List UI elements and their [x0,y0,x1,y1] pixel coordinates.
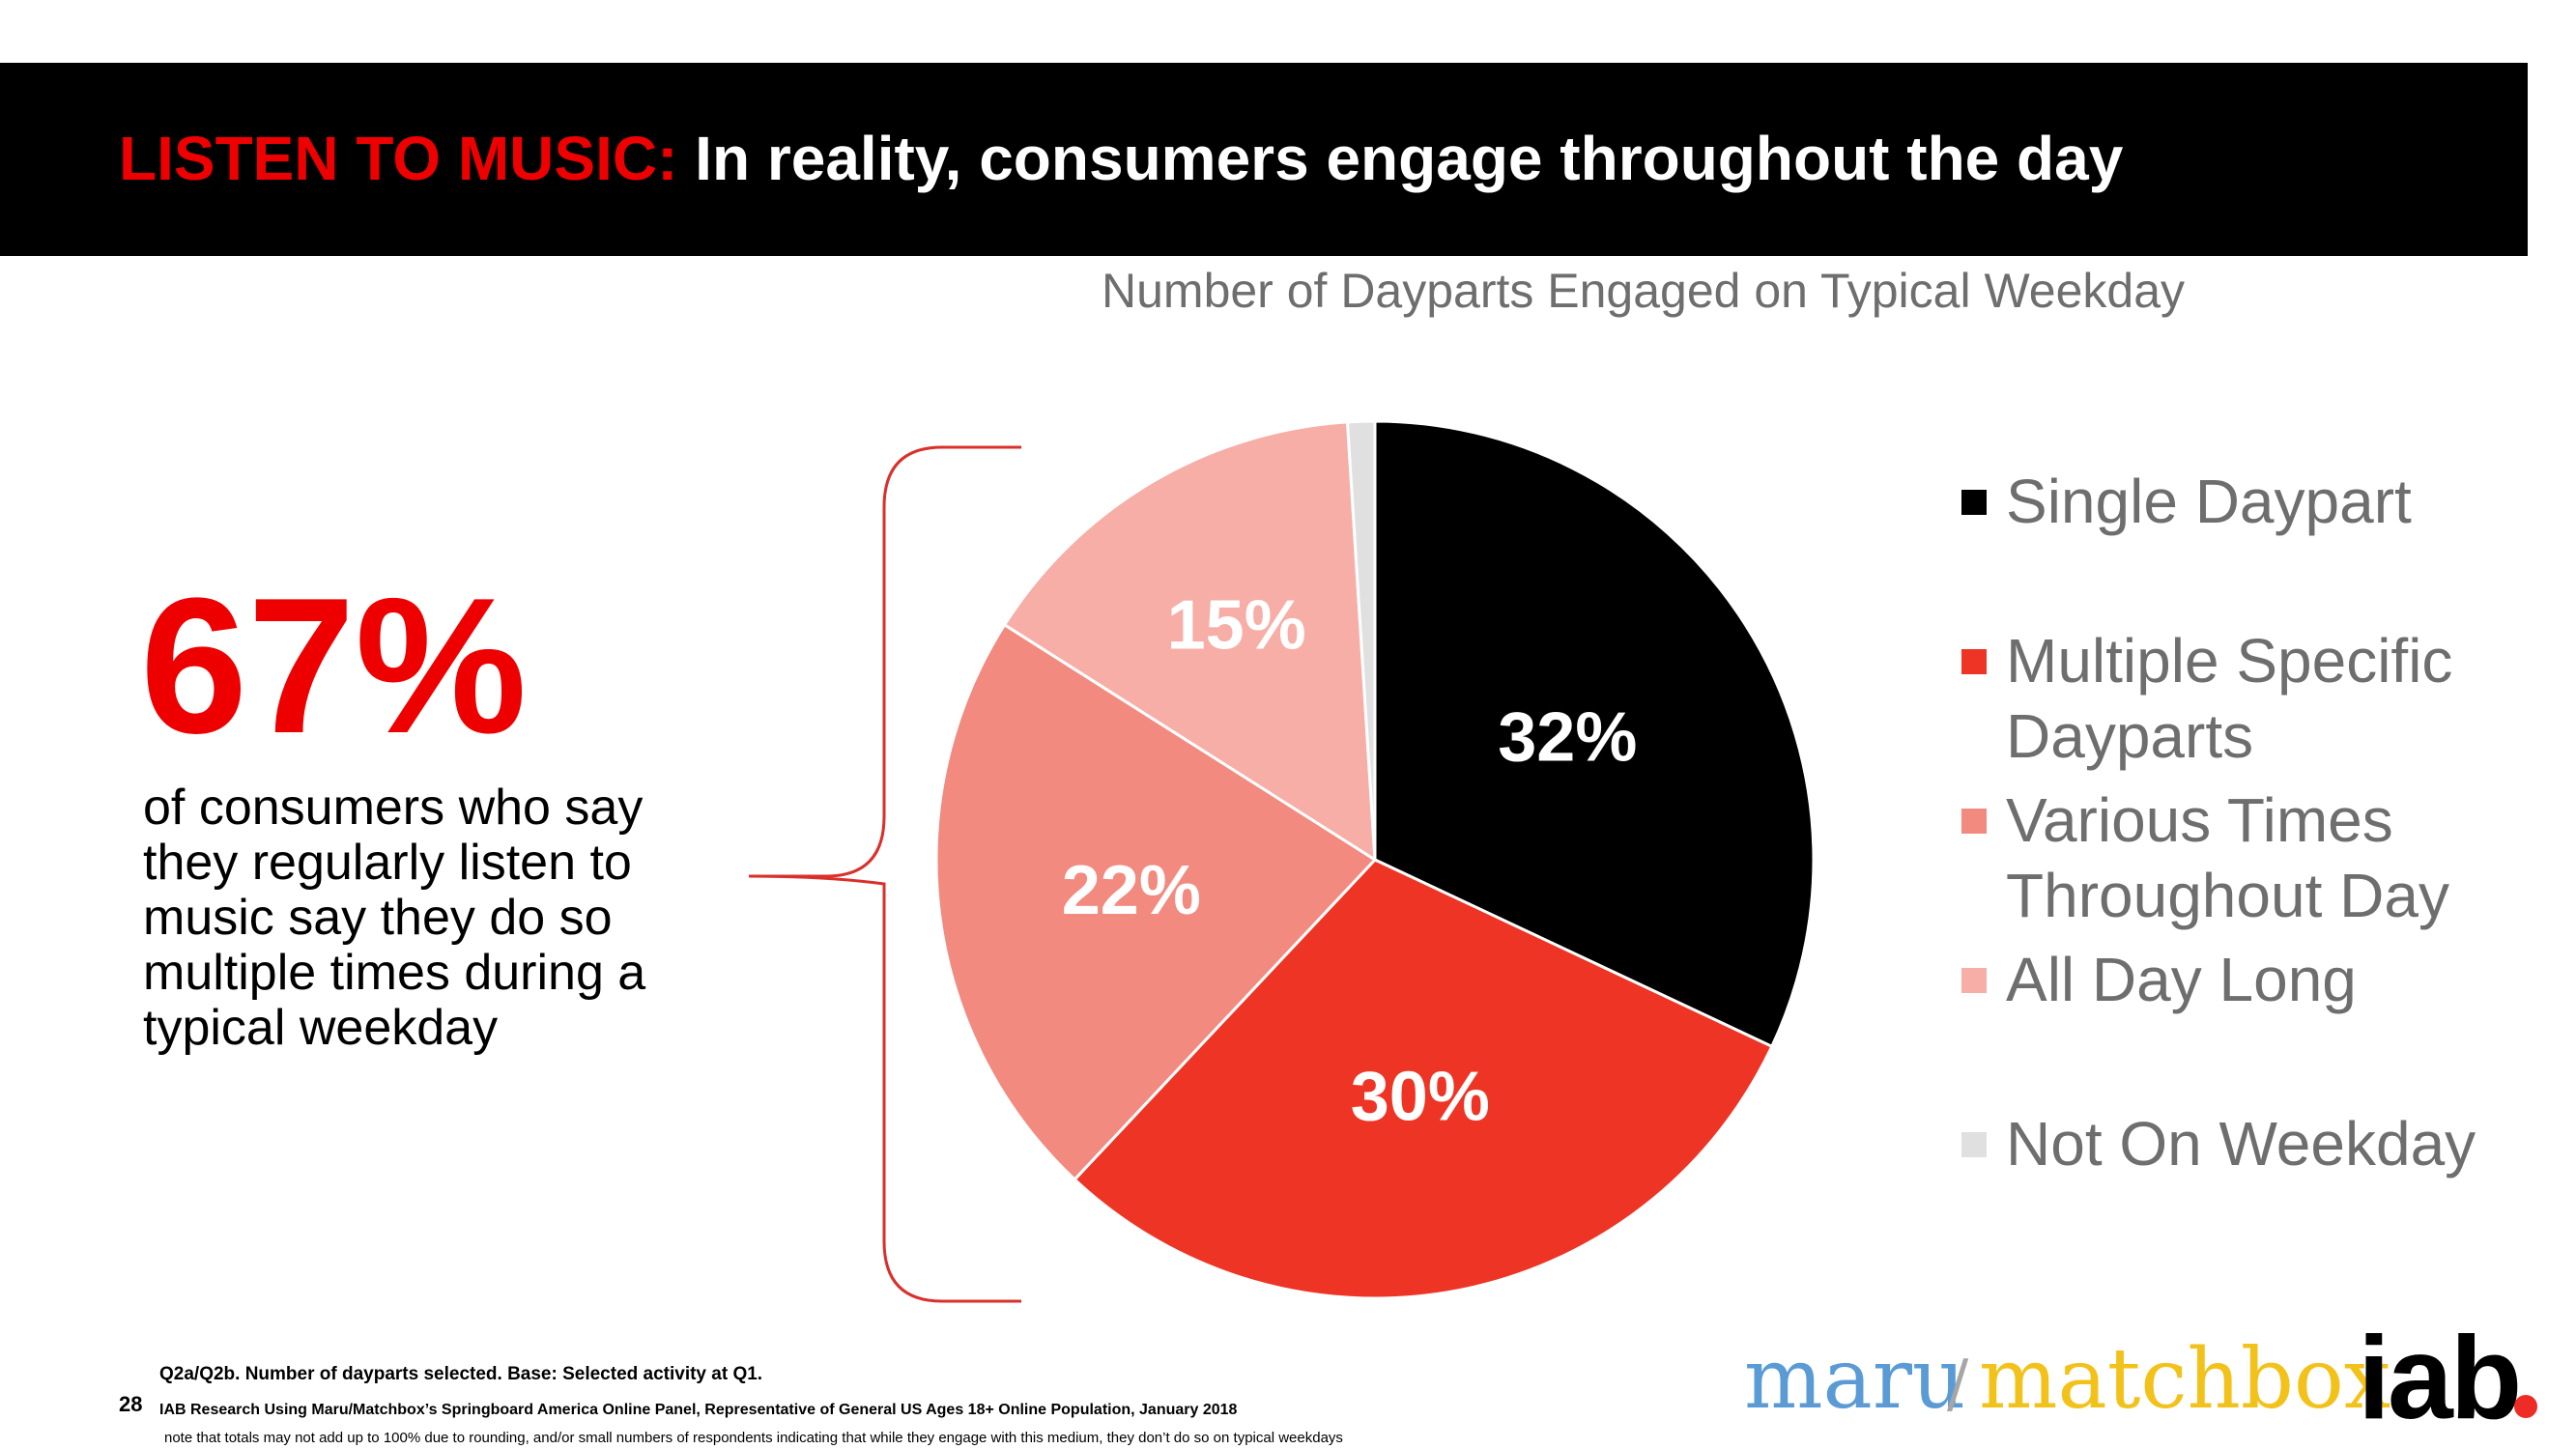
matchbox-logo: matchbox [1979,1331,2391,1428]
legend-label: Multiple Specific Dayparts [2006,626,2453,771]
footnote-rounding-note: note that totals may not add up to 100% … [164,1430,1343,1446]
legend-label: Various Times Throughout Day [2006,785,2449,930]
page-number: 28 [119,1392,143,1416]
footnote-question: Q2a/Q2b. Number of dayparts selected. Ba… [159,1364,763,1384]
pie-slice-single-daypart [1373,419,1816,1049]
pie-slice-not-on-weekday [1345,419,1377,861]
legend-label: Single Daypart [2006,467,2412,536]
legend-swatch [1961,649,1987,674]
footnote-source: IAB Research Using Maru/Matchbox’s Sprin… [159,1402,1238,1418]
slide-title: LISTEN TO MUSIC: In reality, consumers e… [119,123,2123,194]
maru-logo: maru [1744,1331,1966,1428]
legend-label: Not On Weekday [2006,1109,2476,1179]
pie-slice-all-day-long [1002,420,1377,863]
legend-swatch [1961,1132,1987,1157]
pie-slice-multiple-specific-dayparts [1073,858,1774,1300]
slice-label-multiple-specific-dayparts: 30% [1351,1058,1490,1135]
stat-description: of consumers who say they regularly list… [143,780,646,1056]
iab-logo-dot [2514,1395,2537,1418]
slice-label-various-times-throughout-day: 22% [1062,852,1201,929]
logo-slash: / [1947,1347,1969,1421]
pie-slice-various-times-throughout-day [934,622,1378,1182]
title-main: In reality, consumers engage throughout … [695,124,2124,193]
title-accent: LISTEN TO MUSIC: [119,124,678,193]
slice-label-all-day-long: 15% [1167,587,1306,665]
iab-logo: iab [2358,1312,2522,1443]
slice-label-single-daypart: 32% [1498,699,1637,777]
legend-swatch [1961,968,1987,993]
bracket-brace [748,445,1021,1303]
legend-label: All Day Long [2006,945,2357,1014]
legend-swatch [1961,490,1987,515]
title-bar [0,63,2528,256]
chart-title: Number of Dayparts Engaged on Typical We… [1102,264,2185,318]
big-stat: 67% [140,558,528,774]
legend-swatch [1961,809,1987,834]
